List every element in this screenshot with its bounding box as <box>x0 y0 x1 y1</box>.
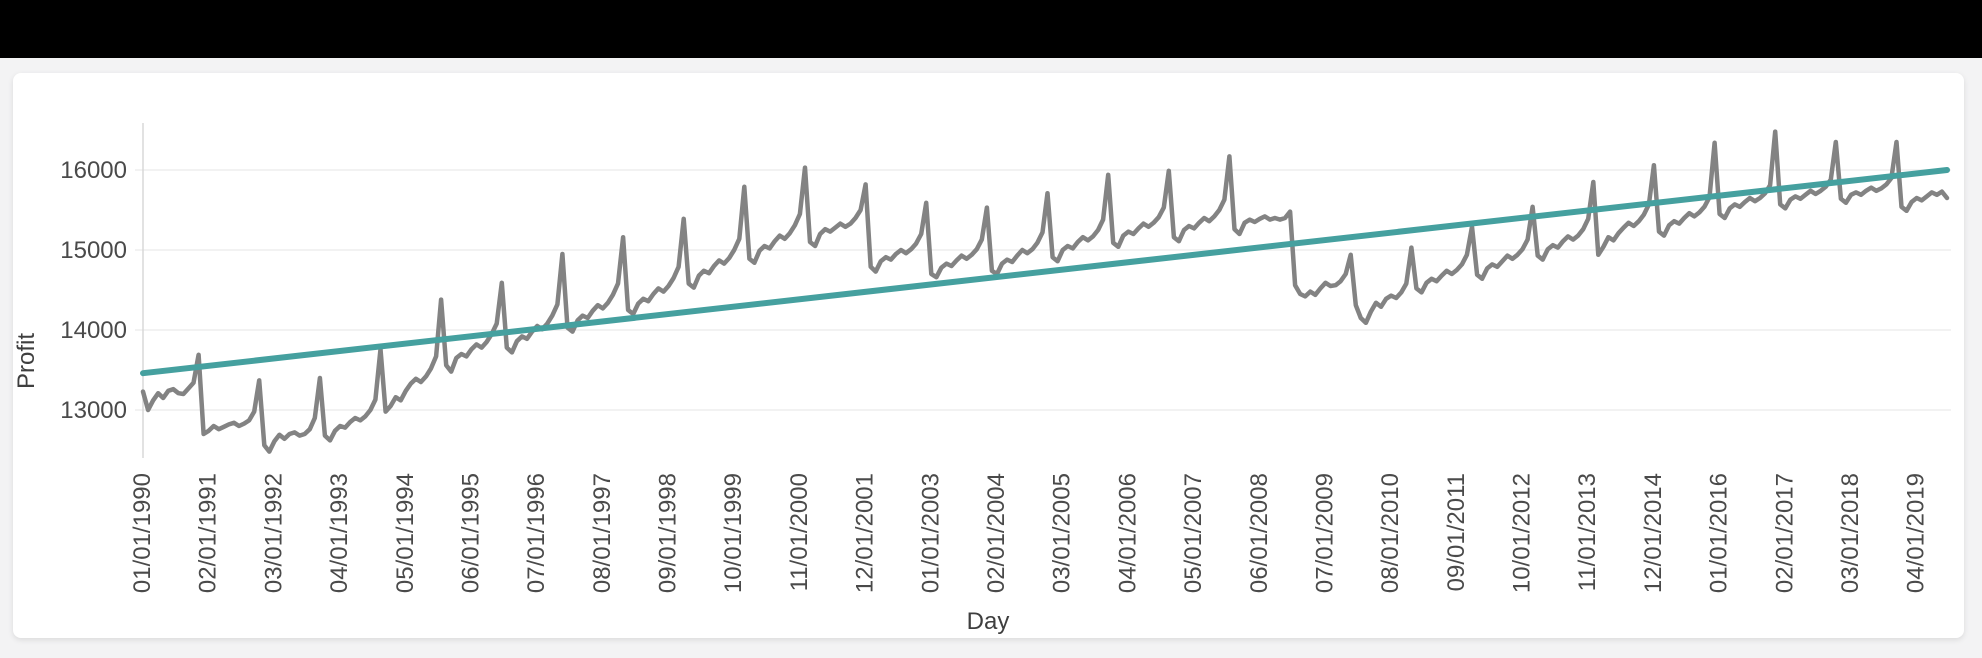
trend-line <box>140 167 1950 377</box>
x-tick-label: 01/01/1990 <box>129 473 156 593</box>
x-tick-label: 12/01/2014 <box>1640 473 1667 593</box>
x-tick-label: 06/01/2008 <box>1246 473 1273 593</box>
x-tick-label: 07/01/2009 <box>1311 473 1338 593</box>
y-tick-label: 15000 <box>60 237 127 264</box>
x-tick-label: 11/01/2000 <box>786 473 813 591</box>
y-axis-title: Profit <box>13 333 40 389</box>
y-tick-label: 13000 <box>60 397 127 424</box>
x-tick-label: 08/01/1997 <box>589 473 616 593</box>
y-tick-label: 14000 <box>60 317 127 344</box>
x-tick-label: 05/01/1994 <box>392 473 419 593</box>
x-tick-label: 02/01/2017 <box>1771 473 1798 593</box>
x-tick-label: 02/01/1991 <box>195 473 222 593</box>
y-tick-label: 16000 <box>60 157 127 184</box>
x-tick-label: 03/01/2005 <box>1049 473 1076 593</box>
x-tick-label: 03/01/1992 <box>260 473 287 593</box>
x-tick-label: 09/01/2011 <box>1443 473 1470 591</box>
chart-card: Day Profit 13000 14000 15000 16000 01/01/199… <box>13 73 1964 638</box>
x-tick-label: 10/01/2012 <box>1509 473 1536 593</box>
x-tick-label: 06/01/1995 <box>457 473 484 593</box>
x-tick-label: 04/01/1993 <box>326 473 353 593</box>
x-axis-title: Day <box>967 608 1010 635</box>
x-tick-label: 01/01/2016 <box>1706 473 1733 593</box>
x-tick-label: 04/01/2019 <box>1903 473 1930 593</box>
profit-line <box>140 129 1950 454</box>
x-tick-label: 08/01/2010 <box>1377 473 1404 593</box>
x-tick-label: 05/01/2007 <box>1180 473 1207 593</box>
x-tick-label: 04/01/2006 <box>1114 473 1141 593</box>
x-tick-label: 12/01/2001 <box>852 473 879 593</box>
profit-chart: Day Profit 13000 14000 15000 16000 01/01/199… <box>13 123 1951 635</box>
x-tick-label: 10/01/1999 <box>720 473 747 593</box>
x-tick-label: 09/01/1998 <box>655 473 682 593</box>
x-tick-label: 11/01/2013 <box>1574 473 1601 591</box>
top-black-bar <box>0 0 1982 58</box>
x-tick-label: 02/01/2004 <box>983 473 1010 593</box>
x-tick-label: 03/01/2018 <box>1837 473 1864 593</box>
x-tick-label: 07/01/1996 <box>523 473 550 593</box>
x-tick-label: 01/01/2003 <box>917 473 944 593</box>
